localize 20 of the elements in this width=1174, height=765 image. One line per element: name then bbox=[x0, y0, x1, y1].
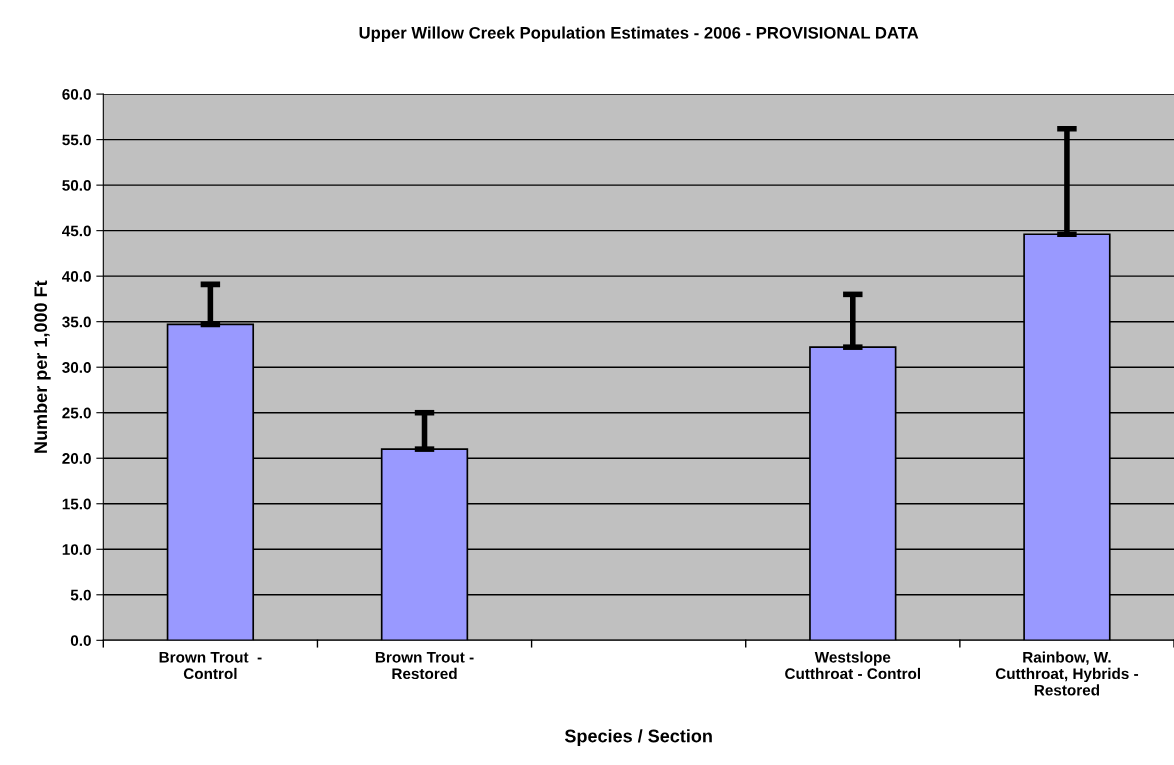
x-tick-label: Westslope Cutthroat - Control bbox=[785, 651, 921, 680]
y-tick-label: 30.0 bbox=[62, 362, 91, 373]
y-tick-label: 55.0 bbox=[62, 134, 91, 146]
chart-title: Upper Willow Creek Population Estimates - 2006 - PROVISIONAL DATA bbox=[359, 26, 919, 42]
x-tick-label: Brown Trout - Control bbox=[159, 651, 262, 680]
y-tick-label: 15.0 bbox=[62, 498, 91, 510]
y-tick-label: 5.0 bbox=[70, 589, 91, 601]
y-tick-label: 25.0 bbox=[62, 407, 91, 419]
y-tick-label: 0.0 bbox=[70, 635, 91, 646]
y-tick-label: 45.0 bbox=[62, 225, 91, 237]
y-axis-title: Number per 1,000 Ft bbox=[33, 280, 51, 453]
y-tick-label: 50.0 bbox=[62, 180, 91, 191]
x-tick-label: Rainbow, W. Cutthroat, Hybrids - Restored bbox=[995, 651, 1139, 696]
y-tick-label: 35.0 bbox=[62, 316, 91, 328]
y-tick-label: 40.0 bbox=[62, 271, 91, 282]
x-axis-title: Species / Section bbox=[564, 729, 712, 746]
y-tick-label: 60.0 bbox=[62, 88, 91, 100]
y-tick-label: 20.0 bbox=[62, 453, 91, 464]
y-tick-label: 10.0 bbox=[62, 544, 91, 555]
x-tick-label: Brown Trout - Restored bbox=[375, 651, 474, 680]
